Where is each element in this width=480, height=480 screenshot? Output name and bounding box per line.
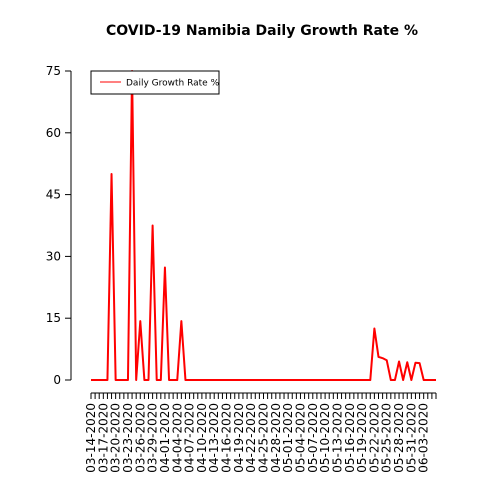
x-tick-label: 04-16-2020	[220, 403, 234, 473]
series-line-daily-growth-rate	[91, 70, 436, 381]
y-tick-label: 0	[53, 373, 61, 387]
y-tick-label: 75	[46, 64, 61, 78]
x-tick-label: 03-20-2020	[109, 403, 123, 473]
x-tick-label: 04-13-2020	[207, 403, 221, 473]
y-tick-label: 60	[46, 126, 61, 140]
legend: Daily Growth Rate %	[90, 70, 220, 95]
y-tick-label: 30	[46, 249, 61, 263]
x-tick-label: 04-04-2020	[170, 403, 184, 473]
x-tick-label: 03-14-2020	[84, 403, 98, 473]
x-tick-label: 04-10-2020	[195, 403, 209, 473]
x-tick-label: 04-22-2020	[244, 403, 258, 473]
x-tick-label: 05-13-2020	[330, 403, 344, 473]
x-tick-label: 04-07-2020	[183, 403, 197, 473]
x-tick-label: 05-04-2020	[293, 403, 307, 473]
x-tick-label: 03-26-2020	[133, 403, 147, 473]
legend-box	[90, 70, 220, 95]
x-tick-label: 04-19-2020	[232, 403, 246, 473]
x-tick-label: 05-28-2020	[392, 403, 406, 473]
x-tick-label: 03-29-2020	[146, 403, 160, 473]
y-tick-label: 45	[46, 188, 61, 202]
x-tick-label: 04-01-2020	[158, 403, 172, 473]
chart-title: COVID-19 Namibia Daily Growth Rate %	[106, 23, 418, 39]
x-tick-label: 04-28-2020	[269, 403, 283, 473]
x-tick-label: 05-22-2020	[367, 403, 381, 473]
x-tick-label: 03-17-2020	[96, 403, 110, 473]
legend-label: Daily Growth Rate %	[126, 79, 220, 89]
x-axis: 03-14-202003-17-202003-20-202003-23-2020…	[84, 392, 437, 473]
x-tick-label: 03-23-2020	[121, 403, 135, 473]
x-tick-label: 04-25-2020	[257, 403, 271, 473]
x-tick-label: 05-01-2020	[281, 403, 295, 473]
y-tick-label: 15	[46, 311, 61, 325]
x-tick-label: 05-10-2020	[318, 403, 332, 473]
x-tick-label: 05-31-2020	[404, 403, 418, 473]
x-tick-label: 05-25-2020	[380, 403, 394, 473]
plot-area	[91, 70, 436, 381]
x-tick-label: 05-16-2020	[343, 403, 357, 473]
x-tick-label: 05-07-2020	[306, 403, 320, 473]
x-tick-label: 05-19-2020	[355, 403, 369, 473]
y-axis: 0 15 30 45 60 75	[46, 64, 72, 387]
x-tick-label: 06-03-2020	[417, 403, 431, 473]
